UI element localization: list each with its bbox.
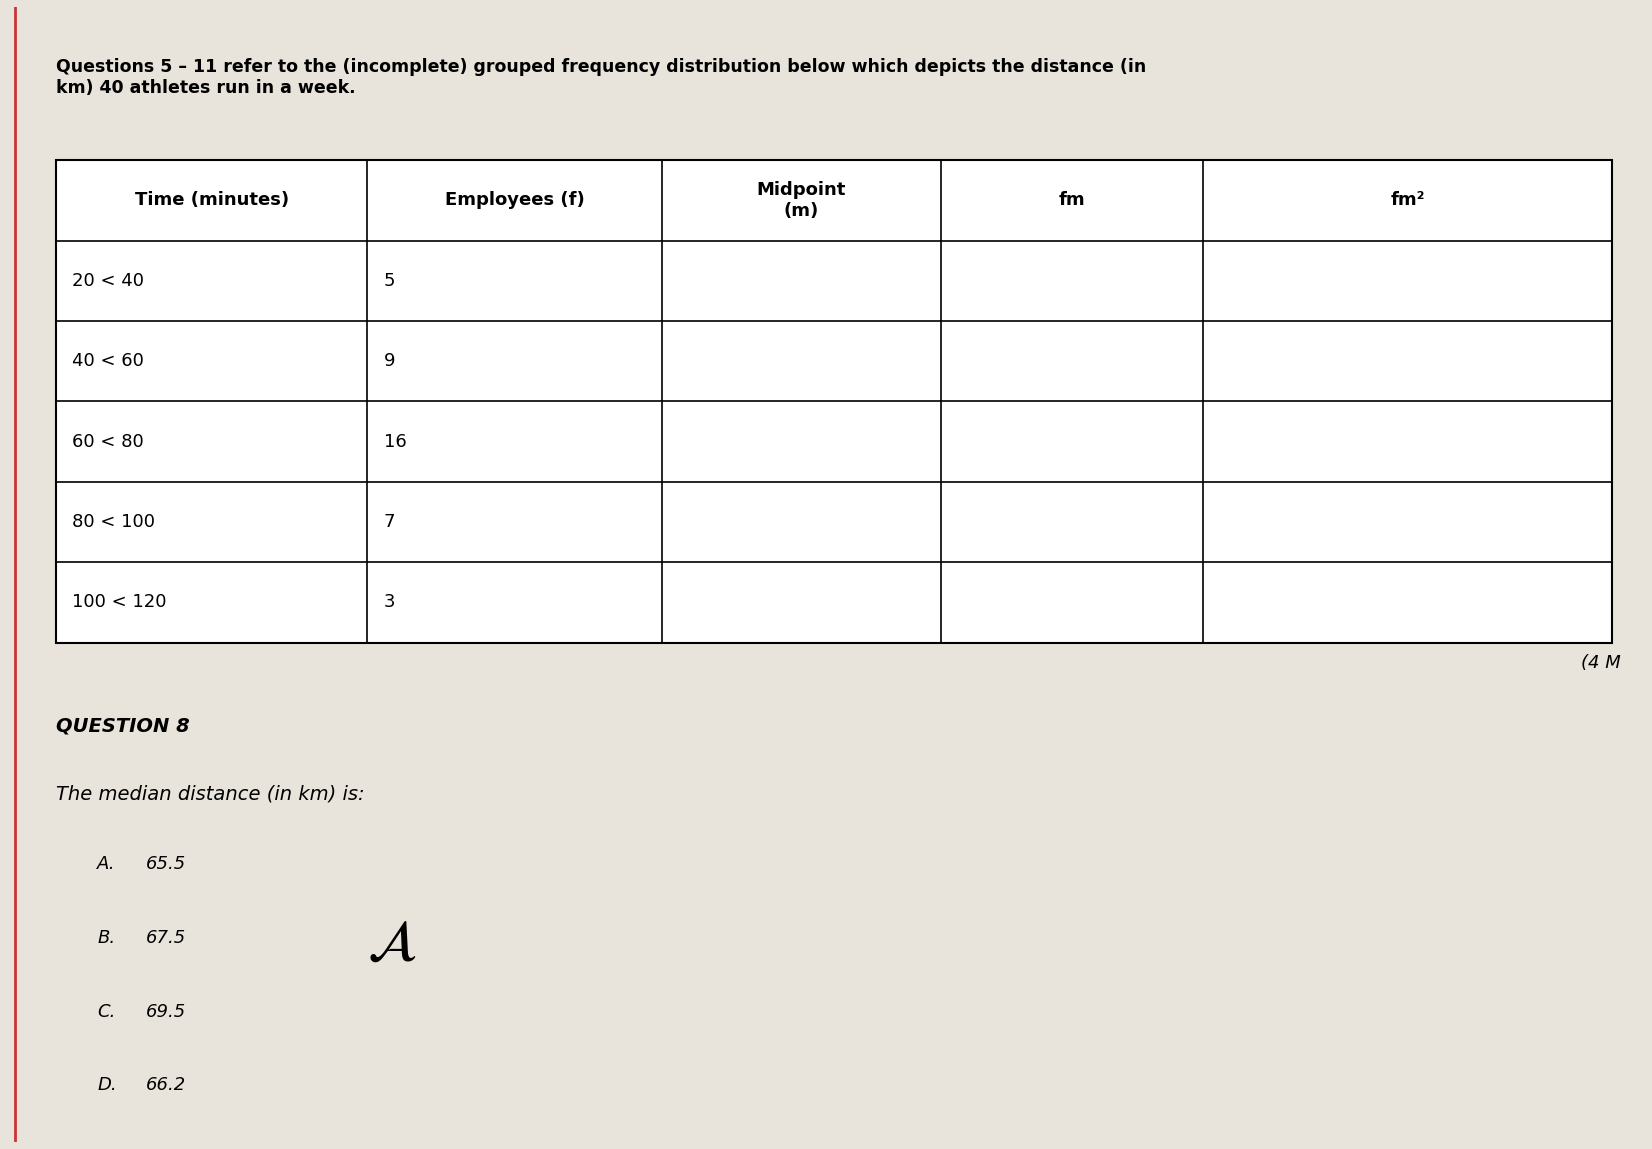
Text: Employees (f): Employees (f) bbox=[444, 192, 585, 209]
Text: D.: D. bbox=[97, 1077, 117, 1094]
Text: (4 M: (4 M bbox=[1581, 654, 1621, 672]
Text: Midpoint
(m): Midpoint (m) bbox=[757, 182, 846, 219]
Text: 100 < 120: 100 < 120 bbox=[73, 593, 167, 611]
Text: fm²: fm² bbox=[1391, 192, 1424, 209]
Text: Time (minutes): Time (minutes) bbox=[135, 192, 289, 209]
Text: 3: 3 bbox=[383, 593, 395, 611]
Text: 69.5: 69.5 bbox=[145, 1003, 187, 1020]
Text: 67.5: 67.5 bbox=[145, 928, 187, 947]
Text: 66.2: 66.2 bbox=[145, 1077, 187, 1094]
Text: B.: B. bbox=[97, 928, 116, 947]
Text: 7: 7 bbox=[383, 512, 395, 531]
Text: A.: A. bbox=[97, 855, 116, 873]
Text: fm: fm bbox=[1059, 192, 1085, 209]
Text: 5: 5 bbox=[383, 272, 395, 290]
Text: 9: 9 bbox=[383, 353, 395, 370]
Text: C.: C. bbox=[97, 1003, 116, 1020]
Text: 40 < 60: 40 < 60 bbox=[73, 353, 144, 370]
Text: 65.5: 65.5 bbox=[145, 855, 187, 873]
Text: 20 < 40: 20 < 40 bbox=[73, 272, 144, 290]
Text: 80 < 100: 80 < 100 bbox=[73, 512, 155, 531]
Text: QUESTION 8: QUESTION 8 bbox=[56, 716, 190, 735]
Text: Questions 5 – 11 refer to the (incomplete) grouped frequency distribution below : Questions 5 – 11 refer to the (incomplet… bbox=[56, 57, 1146, 97]
Text: 16: 16 bbox=[383, 432, 406, 450]
Text: The median distance (in km) is:: The median distance (in km) is: bbox=[56, 785, 365, 803]
Text: $\mathcal{A}$: $\mathcal{A}$ bbox=[367, 915, 416, 972]
Text: 60 < 80: 60 < 80 bbox=[73, 432, 144, 450]
